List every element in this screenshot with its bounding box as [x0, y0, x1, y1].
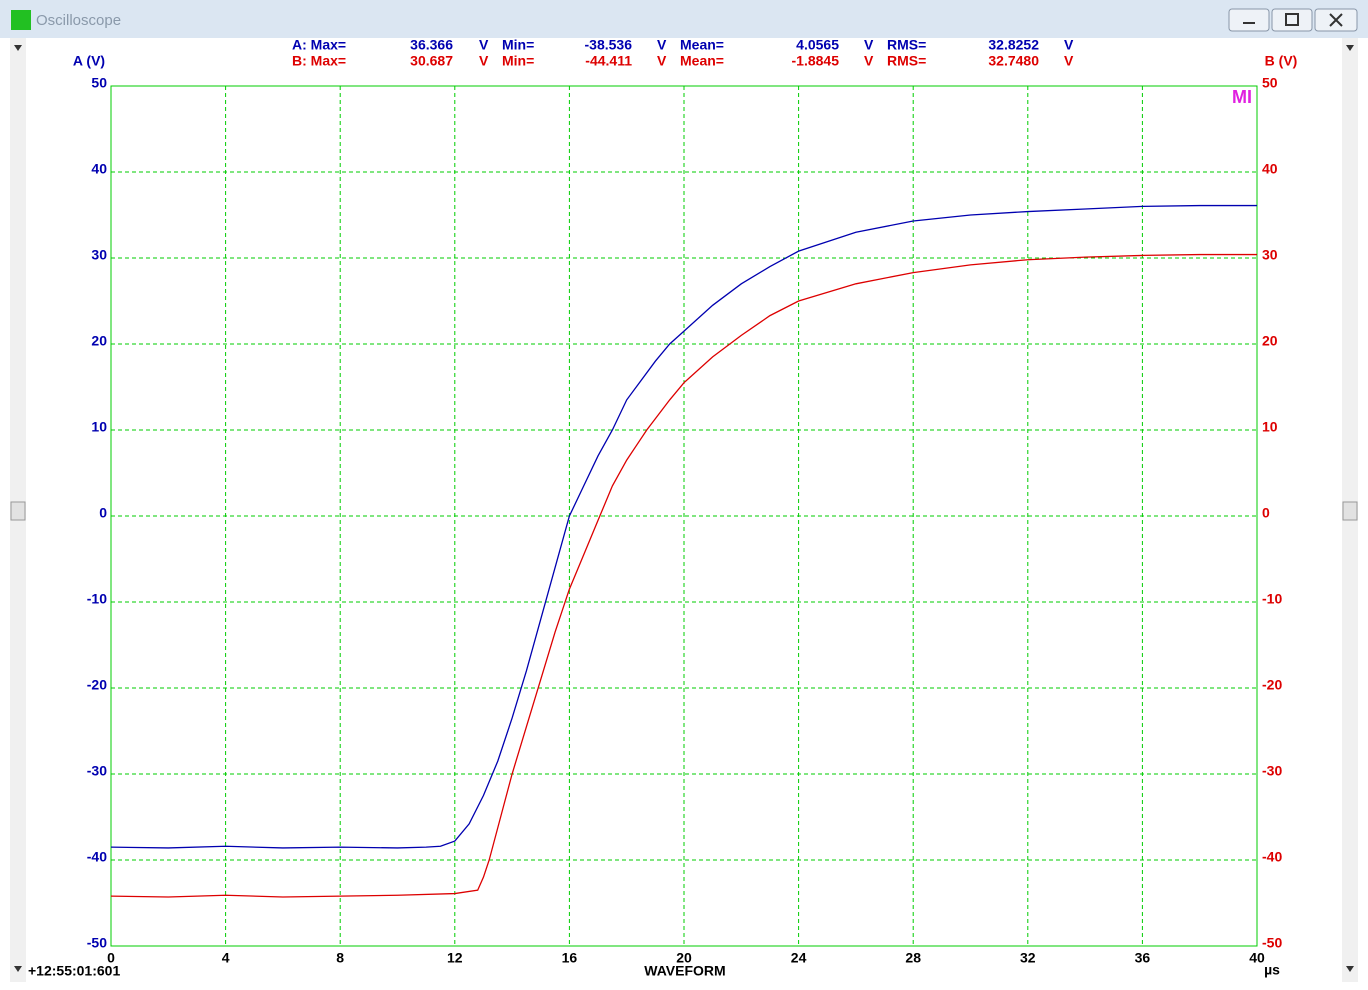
x-tick-label: 16 — [562, 950, 578, 966]
x-unit: µs — [1264, 962, 1280, 978]
y-tick-label: 30 — [91, 247, 107, 263]
y-tick-label: -20 — [87, 677, 107, 693]
stat-text: Mean= — [680, 53, 724, 69]
y-tick-label: -50 — [87, 935, 107, 951]
plot: A: Max= 36.366 V Min= -38.536 V Mean= 4.0565 V RM… — [28, 37, 1297, 979]
x-tick-label: 4 — [222, 950, 230, 966]
x-tick-label: 8 — [336, 950, 344, 966]
stat-text: -44.411 — [585, 53, 632, 69]
stat-text: V — [657, 37, 667, 53]
y-tick-label: 50 — [91, 75, 107, 91]
stat-text: 4.0565 — [796, 37, 839, 53]
stat-text: Mean= — [680, 37, 724, 53]
y2-tick-label: -50 — [1262, 935, 1282, 951]
series-line — [110, 253, 1257, 898]
right-slider[interactable] — [1342, 501, 1358, 521]
stat-text: V — [1064, 53, 1074, 69]
stat-text: V — [864, 37, 874, 53]
stat-text: 36.366 — [410, 37, 453, 53]
maximize-icon — [1285, 13, 1299, 26]
x-tick-label: 0 — [107, 950, 115, 966]
stat-text: A: Max= — [292, 37, 346, 53]
y2-tick-label: 0 — [1262, 505, 1270, 521]
x-tick-label: 12 — [447, 950, 463, 966]
stat-text: 30.687 — [410, 53, 453, 69]
x-tick-label: 40 — [1249, 950, 1265, 966]
stat-text: V — [864, 53, 874, 69]
stat-text: B: Max= — [292, 53, 346, 69]
x-tick-label: 36 — [1135, 950, 1151, 966]
timestamp: +12:55:01:601 — [28, 963, 120, 979]
x-tick-label: 32 — [1020, 950, 1036, 966]
close-icon — [1329, 13, 1343, 27]
x-tick-label: 28 — [905, 950, 921, 966]
plot-border — [110, 85, 1258, 947]
stat-text: 32.7480 — [988, 53, 1039, 69]
y2-tick-label: -20 — [1262, 677, 1282, 693]
x-tick-label: 24 — [791, 950, 807, 966]
y-tick-label: 0 — [99, 505, 107, 521]
x-tick-label: 20 — [676, 950, 692, 966]
y-tick-label: -10 — [87, 591, 107, 607]
stat-text: V — [479, 53, 489, 69]
stat-text: V — [657, 53, 667, 69]
stat-text: Min= — [502, 53, 534, 69]
app-icon — [11, 10, 31, 30]
y-tick-label: -30 — [87, 763, 107, 779]
window-title: Oscilloscope — [36, 12, 121, 29]
y-tick-label: 10 — [91, 419, 107, 435]
y-tick-label: 40 — [91, 161, 107, 177]
y-tick-label: -40 — [87, 849, 107, 865]
x-axis-label: WAVEFORM — [644, 963, 725, 979]
y2-tick-label: 20 — [1262, 333, 1278, 349]
left-slider[interactable] — [10, 501, 26, 521]
stat-text: V — [1064, 37, 1074, 53]
y2-tick-label: 30 — [1262, 247, 1278, 263]
marker-label: MI — [1232, 87, 1252, 107]
title-bar — [0, 0, 1368, 38]
y2-tick-label: -30 — [1262, 763, 1282, 779]
y2-tick-label: -40 — [1262, 849, 1282, 865]
y-tick-label: 20 — [91, 333, 107, 349]
y-axis-label: A (V) — [73, 53, 105, 69]
y2-axis-label: B (V) — [1265, 53, 1298, 69]
y2-tick-label: 40 — [1262, 161, 1278, 177]
stat-text: Min= — [502, 37, 534, 53]
minimize-button[interactable] — [1228, 8, 1270, 32]
series-line — [110, 204, 1257, 849]
stat-text: -1.8845 — [792, 53, 840, 69]
y2-tick-label: -10 — [1262, 591, 1282, 607]
stat-text: 32.8252 — [988, 37, 1039, 53]
stat-text: RMS= — [887, 53, 926, 69]
stat-text: -38.536 — [585, 37, 633, 53]
y2-tick-label: 10 — [1262, 419, 1278, 435]
y2-tick-label: 50 — [1262, 75, 1278, 91]
stat-text: RMS= — [887, 37, 926, 53]
maximize-button[interactable] — [1271, 8, 1313, 32]
stat-text: V — [479, 37, 489, 53]
